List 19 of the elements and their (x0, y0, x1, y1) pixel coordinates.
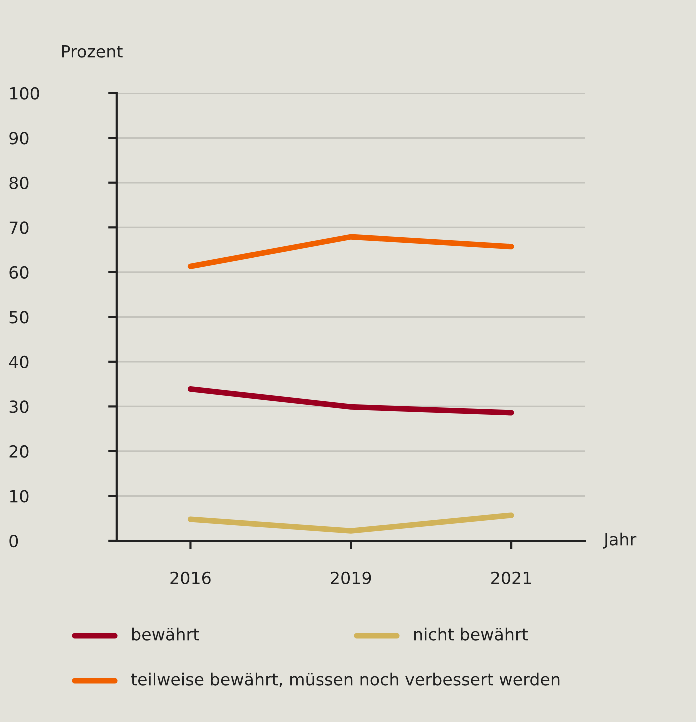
legend-label: teilweise bewährt, müssen noch verbessert werden (131, 672, 560, 688)
x-tick-label: 2019 (331, 572, 372, 584)
y-tick-label: 60 (10, 266, 29, 279)
y-tick-label: 90 (10, 132, 29, 145)
y-axis-title: Prozent (62, 46, 123, 58)
y-tick-label: 10 (10, 490, 29, 503)
x-tick-label: 2021 (492, 572, 532, 584)
x-tick-label: 2016 (170, 572, 211, 584)
y-tick-label: 80 (10, 176, 29, 190)
y-tick-label: 70 (10, 222, 29, 234)
y-tick-label: 20 (10, 445, 29, 458)
legend-label: bewährt (132, 628, 200, 641)
y-tick-label: 30 (10, 400, 29, 414)
legend-label: nicht bewährt (414, 628, 528, 641)
y-tick-label: 50 (10, 311, 29, 324)
x-axis-title: Jahr (603, 532, 637, 549)
y-tick-label: 40 (9, 356, 29, 369)
y-tick-label: 0 (10, 534, 18, 548)
y-tick-label: 100 (10, 87, 40, 100)
